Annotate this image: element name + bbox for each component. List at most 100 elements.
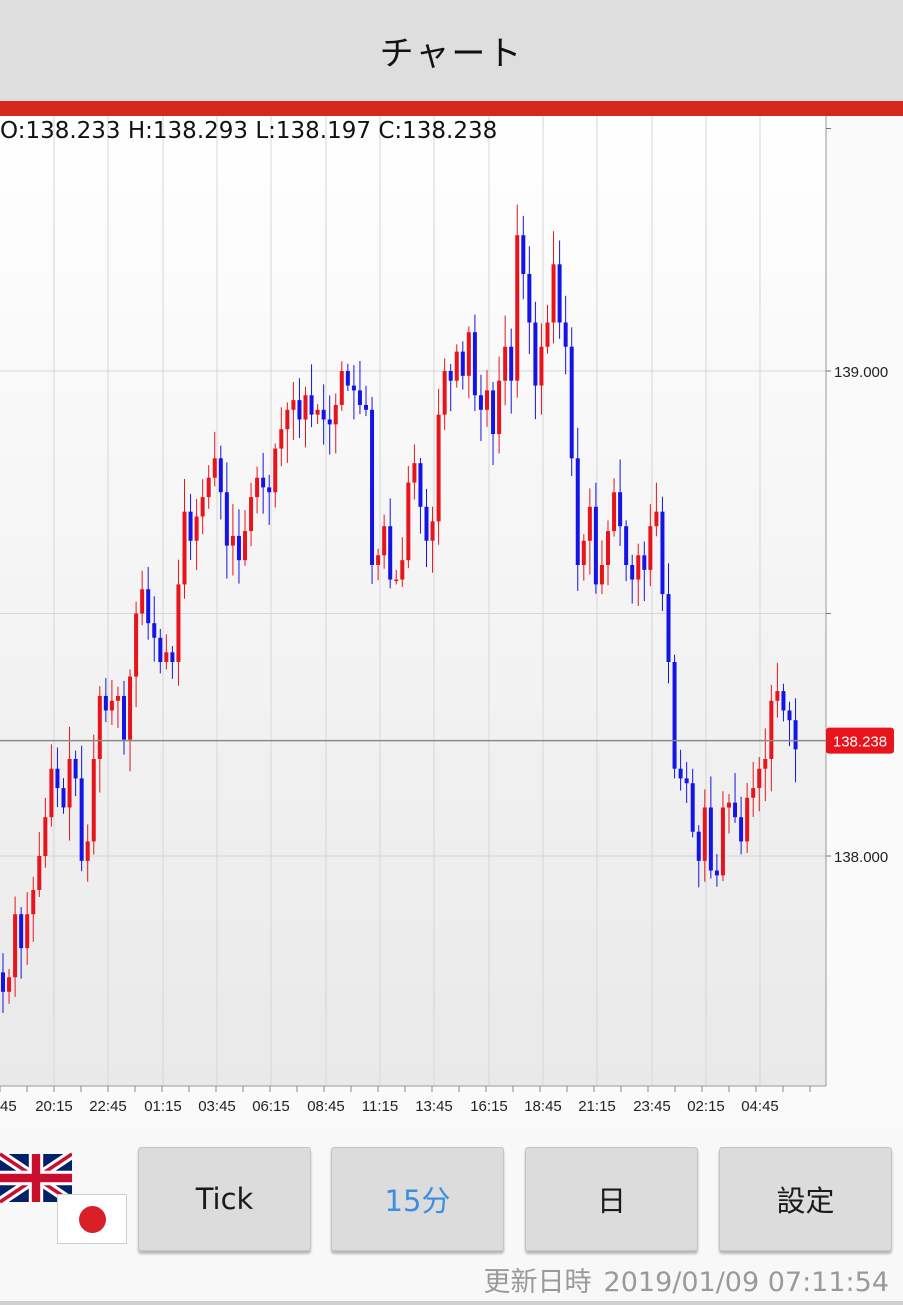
candle-body	[406, 482, 411, 561]
candle-body	[345, 371, 350, 386]
candle-body	[678, 768, 683, 779]
candle-body	[249, 497, 254, 532]
candle-body	[793, 720, 798, 750]
candle-body	[478, 395, 483, 410]
candle-body	[200, 497, 205, 517]
candle-body	[321, 409, 326, 420]
settings-button[interactable]: 設定	[719, 1147, 892, 1251]
candle-body	[654, 511, 659, 527]
candle-body	[551, 264, 556, 323]
x-tick-label: 23:45	[633, 1098, 671, 1115]
x-tick-label: 01:15	[144, 1098, 182, 1115]
candle-body	[357, 390, 362, 405]
candle-body	[333, 404, 338, 425]
candle-body	[751, 788, 756, 798]
15min-button[interactable]: 15分	[331, 1147, 504, 1251]
candle-body	[109, 700, 114, 711]
candle-body	[696, 831, 701, 861]
candle-body	[115, 695, 120, 701]
candle-body	[73, 759, 78, 779]
x-tick-label: 03:45	[198, 1098, 236, 1115]
candle-body	[303, 395, 308, 420]
candle-body	[261, 477, 266, 488]
candle-body	[267, 487, 272, 493]
x-tick-label: 20:15	[35, 1098, 73, 1115]
candle-body	[448, 371, 453, 381]
candle-body	[454, 351, 459, 381]
candle-body	[618, 492, 623, 527]
candle-body	[593, 506, 598, 585]
candle-body	[745, 797, 750, 842]
candle-body	[400, 560, 405, 580]
candle-body	[236, 535, 241, 561]
candle-body	[533, 322, 538, 386]
y-tick-label: 138.000	[834, 849, 888, 866]
candle-body	[563, 322, 568, 347]
candle-body	[424, 506, 429, 541]
x-tick-label: 22:45	[89, 1098, 127, 1115]
candle-body	[243, 531, 247, 561]
daily-button[interactable]: 日	[525, 1147, 698, 1251]
candle-body	[612, 492, 617, 532]
candle-body	[460, 351, 465, 376]
candle-body	[273, 448, 278, 493]
candle-body	[164, 652, 169, 662]
x-tick-label: 06:15	[252, 1098, 290, 1115]
current-price-label: 138.238	[833, 734, 887, 751]
candle-body	[702, 807, 707, 861]
candle-body	[327, 419, 332, 425]
candle-body	[587, 506, 592, 541]
candle-body	[1, 972, 5, 992]
candle-body	[781, 691, 786, 711]
candle-body	[418, 463, 423, 507]
x-tick-label: 08:45	[307, 1098, 345, 1115]
candlestick-chart[interactable]: 139.000 138.000 45 20:15 22:45 01:15 03:45 06:1…	[0, 116, 903, 1126]
candle-body	[436, 414, 441, 522]
candle-body	[515, 235, 520, 381]
x-tick-label: 45	[0, 1098, 17, 1115]
bottom-divider	[0, 1301, 903, 1305]
candle-body	[206, 477, 211, 498]
candle-body	[708, 807, 713, 871]
candle-body	[67, 759, 72, 808]
candle-body	[103, 695, 108, 711]
candle-body	[224, 492, 229, 546]
candle-body	[7, 977, 12, 992]
candle-body	[309, 395, 314, 415]
candle-body	[769, 700, 774, 759]
current-price-badge	[826, 727, 894, 754]
candle-body	[599, 565, 604, 585]
candle-body	[212, 458, 217, 478]
app-header: チャート	[0, 0, 903, 101]
candle-body	[412, 463, 417, 483]
candle-body	[170, 652, 175, 662]
candle-body	[575, 458, 580, 565]
candle-body	[497, 380, 502, 435]
candle-body	[152, 623, 157, 638]
candle-body	[430, 521, 435, 541]
candle-body	[733, 802, 738, 818]
x-tick-label: 18:45	[524, 1098, 562, 1115]
currency-pair-selector[interactable]	[0, 1128, 132, 1248]
candle-body	[370, 409, 375, 565]
candle-body	[128, 676, 133, 740]
candle-body	[690, 783, 695, 832]
candle-body	[297, 400, 302, 420]
candle-body	[472, 332, 477, 396]
candle-body	[61, 788, 66, 808]
candle-body	[581, 540, 586, 565]
candle-body	[775, 691, 780, 701]
candle-body	[727, 802, 731, 808]
tick-button[interactable]: Tick	[138, 1147, 311, 1251]
candle-body	[503, 346, 508, 381]
candle-body	[630, 565, 635, 580]
candle-body	[606, 531, 610, 565]
chart-area[interactable]: 139.000 138.000 45 20:15 22:45 01:15 03:45 06:1…	[0, 116, 903, 1126]
candle-body	[91, 759, 96, 842]
candle-body	[388, 526, 393, 580]
candle-body	[660, 511, 665, 595]
candle-body	[19, 914, 24, 949]
x-tick-label: 04:45	[741, 1098, 779, 1115]
candle-body	[315, 409, 320, 415]
candle-body	[97, 695, 102, 759]
